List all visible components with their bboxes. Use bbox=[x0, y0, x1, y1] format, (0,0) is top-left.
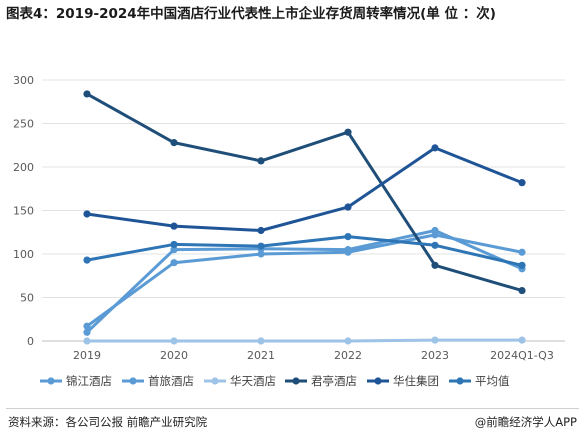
legend-label: 平均值 bbox=[475, 374, 510, 388]
data-point bbox=[344, 337, 352, 345]
data-point bbox=[170, 246, 178, 254]
data-point bbox=[431, 226, 439, 235]
data-point bbox=[518, 248, 526, 256]
data-point bbox=[344, 246, 352, 254]
y-tick-label: 250 bbox=[13, 118, 34, 131]
x-tick-label: 2020 bbox=[160, 349, 188, 362]
x-tick-label: 2019 bbox=[73, 349, 101, 362]
chart-title: 图表4：2019-2024年中国酒店行业代表性上市企业存货周转率情况(单 位 ：… bbox=[6, 5, 580, 24]
footer-divider bbox=[6, 408, 579, 409]
legend-label: 华住集团 bbox=[393, 374, 439, 388]
data-point bbox=[431, 144, 439, 152]
legend-label: 首旅酒店 bbox=[148, 374, 194, 388]
data-point bbox=[170, 240, 178, 249]
data-point bbox=[518, 286, 526, 295]
x-tick-label: 2021 bbox=[247, 349, 275, 362]
credit-note: @前瞻经济学人APP bbox=[474, 415, 577, 429]
y-tick-label: 50 bbox=[20, 292, 34, 305]
series-line-1 bbox=[85, 229, 523, 334]
data-point bbox=[83, 322, 91, 330]
data-point bbox=[83, 210, 91, 218]
data-point bbox=[257, 157, 265, 165]
data-point bbox=[518, 179, 526, 187]
x-tick-label: 2024Q1-Q3 bbox=[490, 349, 554, 362]
legend: 锦江酒店 首旅酒店 华天酒店 君亭酒店 华住集团 平均值 bbox=[40, 374, 510, 388]
data-point bbox=[257, 337, 265, 345]
y-tick-label: 100 bbox=[13, 248, 34, 261]
chart-title-text: 图表4：2019-2024年中国酒店行业代表性上市企业存货周转率情况(单 位 ：… bbox=[6, 6, 496, 22]
legend-marker bbox=[374, 377, 382, 385]
data-point bbox=[518, 336, 526, 344]
series-line-2 bbox=[87, 338, 522, 343]
x-tick-label: 2023 bbox=[421, 349, 449, 362]
legend-label: 锦江酒店 bbox=[66, 374, 112, 388]
y-tick-label: 150 bbox=[13, 205, 34, 218]
legend-marker bbox=[129, 377, 137, 385]
x-axis-ticks: 2019 2020 2021 2022 2023 2024Q1-Q3 bbox=[73, 349, 554, 362]
legend-marker bbox=[456, 377, 464, 385]
legend-label: 君亭酒店 bbox=[311, 374, 357, 388]
y-tick-label: 300 bbox=[13, 74, 34, 87]
data-point bbox=[257, 242, 265, 250]
legend-marker bbox=[211, 377, 219, 385]
data-point bbox=[431, 241, 439, 249]
data-point bbox=[83, 328, 91, 336]
data-point bbox=[431, 336, 439, 344]
source-note: 资料来源：各公司公报 前瞻产业研究院 bbox=[8, 415, 208, 429]
legend-label: 华天酒店 bbox=[230, 374, 276, 388]
data-point bbox=[170, 222, 178, 230]
data-point bbox=[83, 90, 91, 98]
series-lines bbox=[83, 90, 526, 345]
legend-marker bbox=[47, 377, 55, 385]
data-point bbox=[83, 256, 91, 264]
y-tick-label: 200 bbox=[13, 161, 34, 174]
data-point bbox=[257, 226, 265, 235]
data-point bbox=[257, 250, 265, 258]
data-point bbox=[170, 139, 178, 147]
data-point bbox=[344, 203, 352, 211]
x-tick-label: 2022 bbox=[334, 349, 362, 362]
legend-marker bbox=[292, 377, 300, 385]
series-line-5 bbox=[86, 235, 523, 267]
data-point bbox=[344, 233, 352, 241]
y-axis-ticks: 0 50 100 150 200 250 300 bbox=[13, 74, 34, 348]
data-point bbox=[431, 261, 439, 269]
data-point bbox=[83, 337, 91, 345]
data-point bbox=[518, 261, 526, 269]
series-line-3 bbox=[86, 92, 523, 292]
data-point bbox=[170, 259, 178, 267]
data-point bbox=[344, 128, 352, 136]
data-point bbox=[170, 337, 178, 345]
y-tick-label: 0 bbox=[27, 335, 34, 348]
series-line-4 bbox=[86, 146, 523, 233]
